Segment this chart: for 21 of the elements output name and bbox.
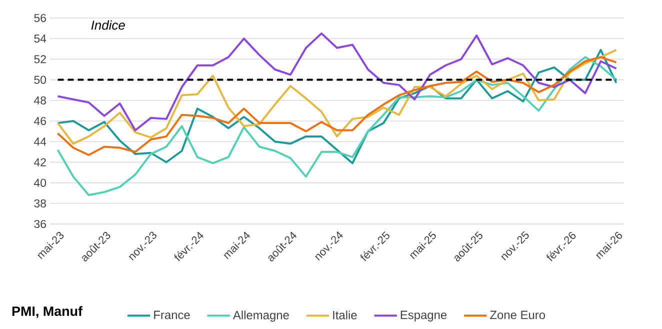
legend-label: Zone Euro bbox=[490, 310, 545, 320]
text: PMI, Manuf bbox=[12, 306, 83, 318]
legend-label: France bbox=[154, 310, 190, 320]
y-tick-label: 48 bbox=[34, 96, 46, 104]
y-tick-label: 52 bbox=[34, 55, 46, 64]
y-tick-label: 40 bbox=[34, 178, 46, 187]
y-tick-label: 44 bbox=[34, 138, 46, 146]
legend-label: Italie bbox=[333, 310, 357, 320]
y-axis-title: Indice bbox=[91, 20, 125, 30]
y-tick-label: 42 bbox=[34, 158, 46, 166]
line-series bbox=[56, 48, 618, 145]
y-tick-label: 36 bbox=[34, 220, 46, 228]
y-tick-label: 56 bbox=[34, 14, 46, 22]
y-tick-label: 50 bbox=[34, 76, 46, 84]
y-tick-label: 46 bbox=[34, 116, 46, 126]
line-series bbox=[56, 56, 618, 196]
y-tick-label: 38 bbox=[34, 199, 46, 208]
line-series bbox=[56, 32, 618, 132]
legend-label: Espagne bbox=[400, 310, 447, 322]
legend-label: Allemagne bbox=[232, 310, 289, 322]
y-tick-label: 54 bbox=[34, 34, 46, 43]
